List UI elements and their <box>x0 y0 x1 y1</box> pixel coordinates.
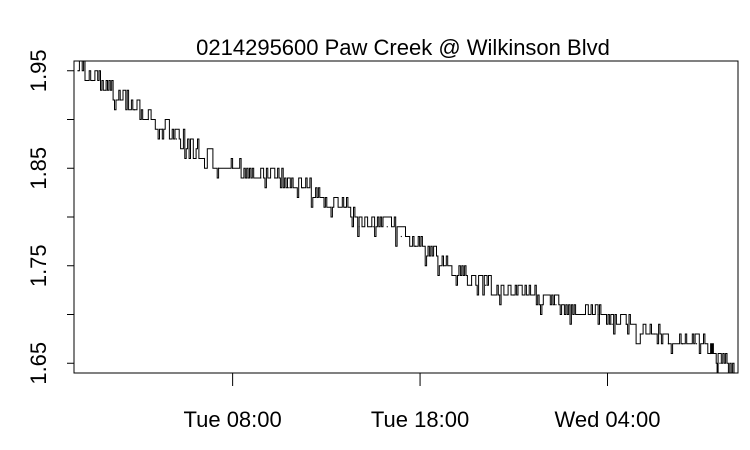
y-tick-label: 1.65 <box>26 342 51 385</box>
series-line <box>78 60 735 374</box>
data-point <box>471 284 473 286</box>
data-point <box>527 294 529 296</box>
data-point <box>246 177 248 179</box>
data-point <box>555 304 557 306</box>
data-point <box>733 372 735 374</box>
data-point <box>105 89 107 91</box>
data-point <box>428 255 431 257</box>
plot-box <box>73 60 739 374</box>
data-point <box>499 294 501 296</box>
data-point <box>274 177 276 179</box>
data-point <box>583 313 585 316</box>
data-point <box>541 304 543 306</box>
data-point <box>456 274 459 277</box>
data-point <box>569 313 571 316</box>
data-point <box>709 352 712 355</box>
data-point <box>358 226 360 228</box>
data-point <box>414 245 416 247</box>
data-point <box>611 323 613 325</box>
data-point <box>372 226 374 228</box>
data-point <box>260 177 262 179</box>
data-point <box>639 333 641 335</box>
data-point <box>316 196 318 199</box>
data-point <box>232 167 234 169</box>
data-point <box>77 70 79 72</box>
y-tick-label: 1.75 <box>26 244 51 287</box>
data-point <box>133 109 135 111</box>
data-point <box>681 343 684 345</box>
x-tick-label: Tue 08:00 <box>183 407 281 432</box>
data-point <box>344 206 346 208</box>
y-axis: 1.65 1.75 1.85 1.95 <box>26 49 75 385</box>
data-point <box>513 294 515 296</box>
data-point <box>653 333 655 335</box>
data-point <box>330 206 332 208</box>
data-point <box>189 148 192 150</box>
data-point <box>203 157 206 160</box>
data-point <box>119 99 121 101</box>
data-point <box>667 343 670 345</box>
data-point <box>217 167 220 169</box>
data-point <box>302 187 304 189</box>
y-tick-label: 1.85 <box>26 147 51 190</box>
data-point <box>597 313 599 316</box>
x-tick-label: Tue 18:00 <box>371 407 469 432</box>
data-point <box>719 362 721 364</box>
data-point <box>442 265 445 267</box>
data-point <box>386 226 388 228</box>
data-point <box>625 323 627 325</box>
x-axis: Tue 08:00 Tue 18:00 Wed 04:00 <box>183 373 660 432</box>
chart-title: 0214295600 Paw Creek @ Wilkinson Blvd <box>196 35 610 60</box>
data-point <box>695 343 698 345</box>
x-tick-label: Wed 04:00 <box>554 407 660 432</box>
data-point <box>485 284 487 286</box>
series-layer <box>77 60 735 374</box>
data-point <box>400 235 402 238</box>
data-point <box>161 128 163 130</box>
y-tick-label: 1.95 <box>26 49 51 92</box>
data-point <box>175 138 177 140</box>
data-point <box>147 118 149 121</box>
data-point <box>91 79 93 82</box>
data-point <box>288 187 290 189</box>
